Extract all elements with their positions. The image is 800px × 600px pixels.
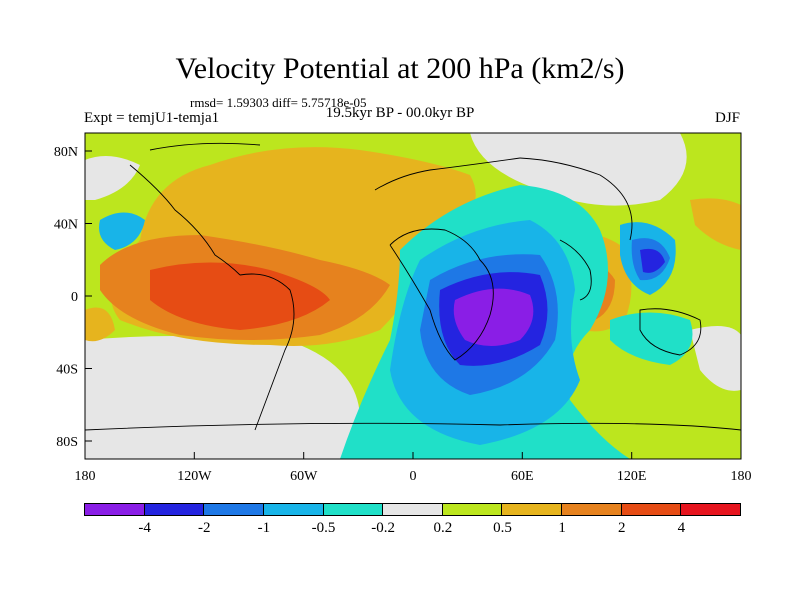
colorbar-label: -0.2 xyxy=(371,520,396,536)
season-label: DJF xyxy=(714,110,740,126)
colorbar-swatch xyxy=(143,503,205,516)
colorbar-swatch xyxy=(262,503,324,516)
y-axis-ticks xyxy=(85,150,92,442)
colorbar-swatch xyxy=(620,503,682,516)
x-tick-label: 120E xyxy=(617,469,647,484)
positive-region-northeast xyxy=(690,198,741,250)
colorbar-label: -1 xyxy=(257,520,271,536)
y-tick-label: 80S xyxy=(56,435,78,450)
colorbar-label: 0.2 xyxy=(433,520,453,536)
x-tick-label: 60W xyxy=(290,469,318,484)
colorbar-swatch xyxy=(203,503,264,516)
colorbar-swatch xyxy=(680,503,742,516)
neutral-region-north-pacific xyxy=(85,156,140,200)
x-axis-labels: 180 120W 60W 0 60E 120E 180 xyxy=(75,469,752,484)
colorbar-swatch xyxy=(561,503,622,516)
colorbar-label: 0.5 xyxy=(493,520,512,536)
period-label: 19.5kyr BP - 00.0kyr BP xyxy=(325,105,475,121)
colorbar-label: -2 xyxy=(198,520,211,536)
x-axis-ticks xyxy=(84,452,742,459)
colorbar-swatch xyxy=(382,503,443,516)
neutral-region-indian-ocean xyxy=(690,326,741,391)
x-tick-label: 120W xyxy=(177,469,212,484)
colorbar-label: -4 xyxy=(138,520,151,536)
y-tick-label: 80N xyxy=(54,145,78,160)
positive-region-east-indian xyxy=(85,307,115,342)
neutral-region-south-atlantic xyxy=(85,336,360,459)
min-negative-africa xyxy=(453,288,534,346)
colorbar xyxy=(84,503,742,516)
peak-negative-west-pacific xyxy=(640,248,665,273)
x-tick-label: 60E xyxy=(511,469,534,484)
x-tick-label: 180 xyxy=(75,469,96,484)
rmsd-diff-stats: rmsd= 1.59303 diff= 5.75718e-05 xyxy=(190,95,367,110)
negative-region-australia xyxy=(610,312,693,365)
y-tick-label: 40S xyxy=(56,363,78,378)
colorbar-swatch xyxy=(322,503,384,516)
y-tick-label: 40N xyxy=(54,218,78,233)
colorbar-swatch xyxy=(501,503,563,516)
colorbar-label: 2 xyxy=(617,520,626,536)
neutral-region-east-pacific xyxy=(470,133,687,206)
colorbar-swatch xyxy=(84,503,145,516)
x-tick-label: 180 xyxy=(731,469,752,484)
peak-positive-americas xyxy=(150,262,330,330)
coastlines xyxy=(85,142,741,431)
y-tick-label: 0 xyxy=(71,290,78,305)
colorbar-label: 4 xyxy=(677,520,686,536)
velocity-potential-field xyxy=(85,133,741,459)
y-axis-labels: 80N 40N 0 40S 80S xyxy=(54,145,78,450)
negative-region-north-pacific xyxy=(99,212,145,250)
colorbar-swatch xyxy=(441,503,503,516)
colorbar-label: -0.5 xyxy=(311,520,336,536)
x-tick-label: 0 xyxy=(410,469,417,484)
colorbar-label: 1 xyxy=(558,520,566,536)
experiment-label: Expt = temjU1-temja1 xyxy=(84,110,220,126)
map-title: Velocity Potential at 200 hPa (km2/s) xyxy=(175,52,625,85)
